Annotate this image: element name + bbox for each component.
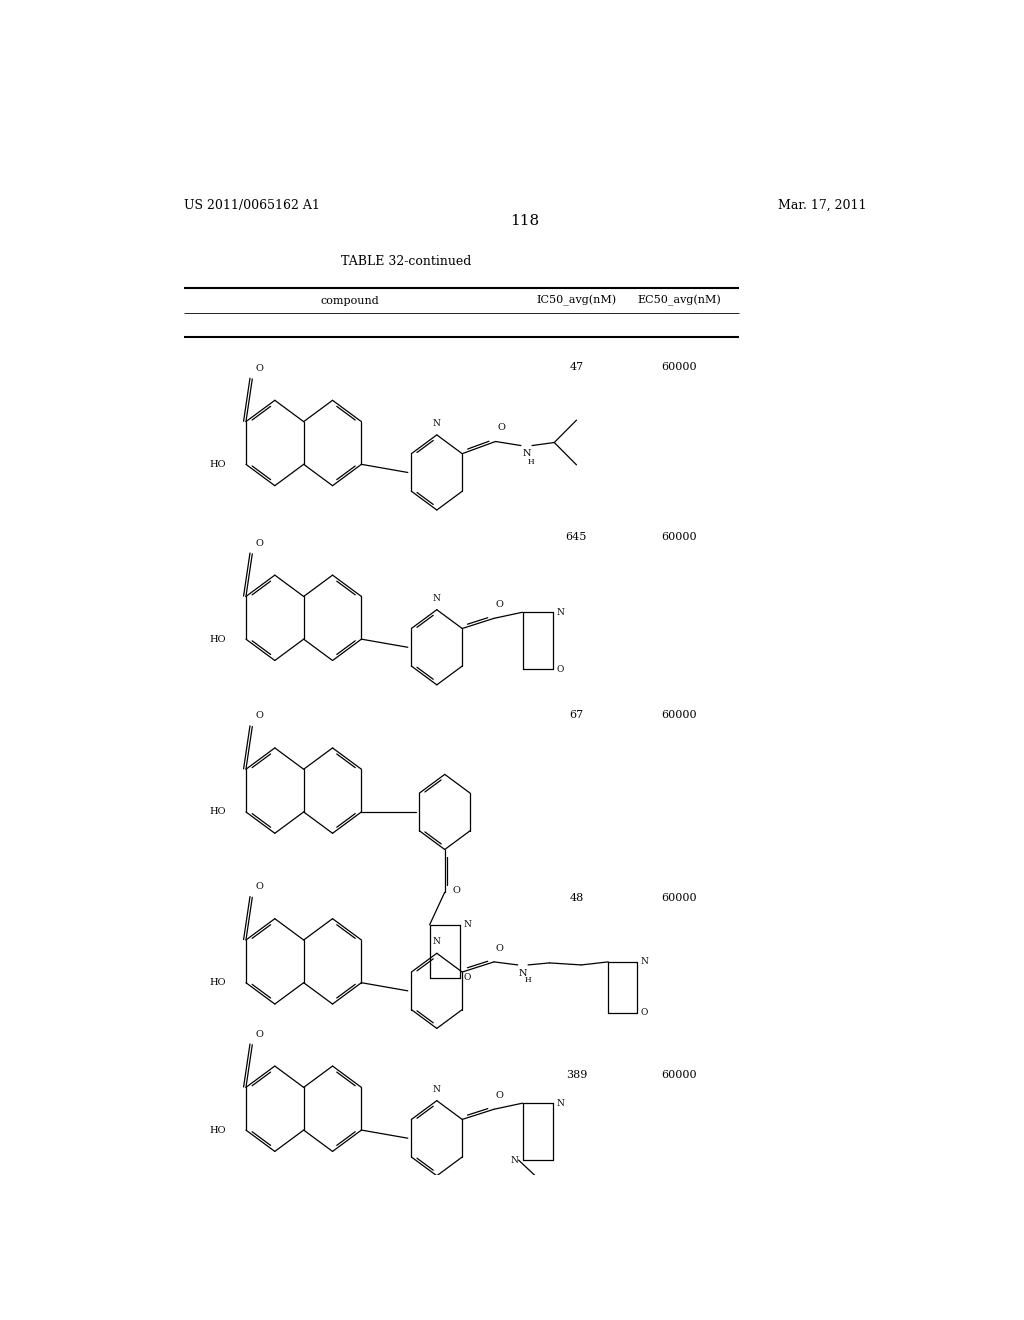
Text: US 2011/0065162 A1: US 2011/0065162 A1 [183,199,319,213]
Text: O: O [255,539,263,548]
Text: N: N [433,1085,440,1093]
Text: HO: HO [210,978,226,987]
Text: N: N [464,920,472,929]
Text: O: O [498,424,506,433]
Text: O: O [255,1030,263,1039]
Text: H: H [528,458,535,466]
Text: 60000: 60000 [662,894,697,903]
Text: N: N [522,449,531,458]
Text: N: N [557,1098,564,1107]
Text: 60000: 60000 [662,532,697,541]
Text: O: O [557,665,564,673]
Text: O: O [255,364,263,372]
Text: O: O [453,886,461,895]
Text: O: O [255,711,263,721]
Text: 47: 47 [569,362,584,372]
Text: O: O [496,944,504,953]
Text: O: O [496,601,504,610]
Text: 60000: 60000 [662,1071,697,1080]
Text: H: H [524,975,530,985]
Text: N: N [433,594,440,603]
Text: HO: HO [210,459,226,469]
Text: 389: 389 [565,1071,587,1080]
Text: N: N [511,1155,518,1164]
Text: 118: 118 [510,214,540,228]
Text: 645: 645 [565,532,587,541]
Text: HO: HO [210,1126,226,1135]
Text: N: N [641,957,648,966]
Text: compound: compound [321,296,380,306]
Text: 48: 48 [569,894,584,903]
Text: O: O [641,1008,648,1018]
Text: 67: 67 [569,710,584,721]
Text: IC50_avg(nM): IC50_avg(nM) [537,296,616,306]
Text: 60000: 60000 [662,710,697,721]
Text: N: N [518,969,527,978]
Text: HO: HO [210,808,226,817]
Text: EC50_avg(nM): EC50_avg(nM) [638,296,722,306]
Text: N: N [433,937,440,946]
Text: Mar. 17, 2011: Mar. 17, 2011 [777,199,866,213]
Text: O: O [496,1092,504,1100]
Text: HO: HO [210,635,226,644]
Text: N: N [557,607,564,616]
Text: O: O [255,882,263,891]
Text: O: O [464,973,471,982]
Text: N: N [433,418,440,428]
Text: TABLE 32-continued: TABLE 32-continued [341,255,471,268]
Text: 60000: 60000 [662,362,697,372]
